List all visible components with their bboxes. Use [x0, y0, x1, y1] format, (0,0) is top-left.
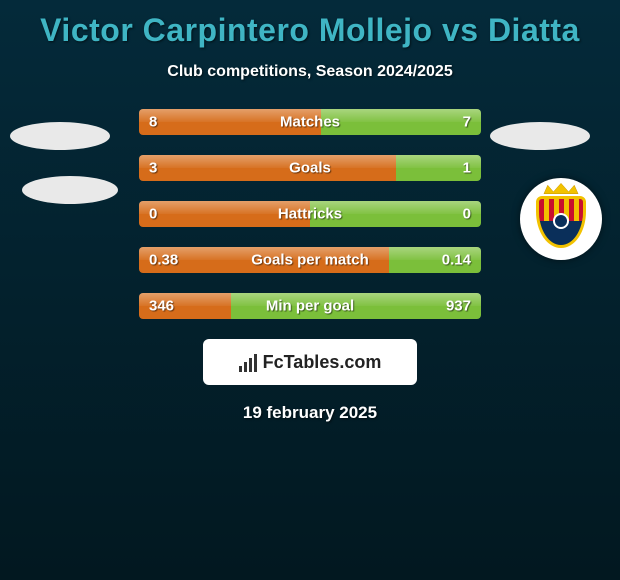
player-left-badge-1: [10, 122, 110, 150]
stat-value-left: 8: [149, 114, 157, 131]
bar-chart-icon: [239, 352, 257, 372]
shield-icon: [536, 196, 586, 248]
stat-value-right: 1: [463, 160, 471, 177]
stat-label: Min per goal: [266, 298, 354, 315]
stat-label: Goals per match: [251, 252, 369, 269]
player-right-crest: [520, 178, 602, 260]
crown-icon: [542, 182, 580, 196]
stat-value-left: 346: [149, 298, 174, 315]
date-text: 19 february 2025: [0, 403, 620, 423]
stat-label: Goals: [289, 160, 331, 177]
stat-value-right: 7: [463, 114, 471, 131]
stat-bar-row: 0 0 Hattricks: [139, 201, 481, 227]
villarreal-crest-icon: [532, 190, 590, 248]
stats-bars: 8 7 Matches 3 1 Goals 0 0 Hattricks 0.38 0.14 Goals…: [139, 109, 481, 319]
subtitle: Club competitions, Season 2024/2025: [0, 63, 620, 81]
stat-value-left: 0.38: [149, 252, 178, 269]
stat-label: Hattricks: [278, 206, 342, 223]
stat-value-right: 0.14: [442, 252, 471, 269]
stat-bar-row: 346 937 Min per goal: [139, 293, 481, 319]
stat-label: Matches: [280, 114, 340, 131]
player-left-badge-2: [22, 176, 118, 204]
stat-value-left: 3: [149, 160, 157, 177]
stat-value-left: 0: [149, 206, 157, 223]
logo-text: FcTables.com: [263, 352, 382, 373]
stat-bar-row: 0.38 0.14 Goals per match: [139, 247, 481, 273]
stat-bar-row: 8 7 Matches: [139, 109, 481, 135]
comparison-container: Victor Carpintero Mollejo vs Diatta Club…: [0, 0, 620, 580]
player-right-badge-1: [490, 122, 590, 150]
fctables-logo: FcTables.com: [203, 339, 417, 385]
stat-bar-row: 3 1 Goals: [139, 155, 481, 181]
page-title: Victor Carpintero Mollejo vs Diatta: [0, 0, 620, 49]
stat-value-right: 937: [446, 298, 471, 315]
stat-value-right: 0: [463, 206, 471, 223]
